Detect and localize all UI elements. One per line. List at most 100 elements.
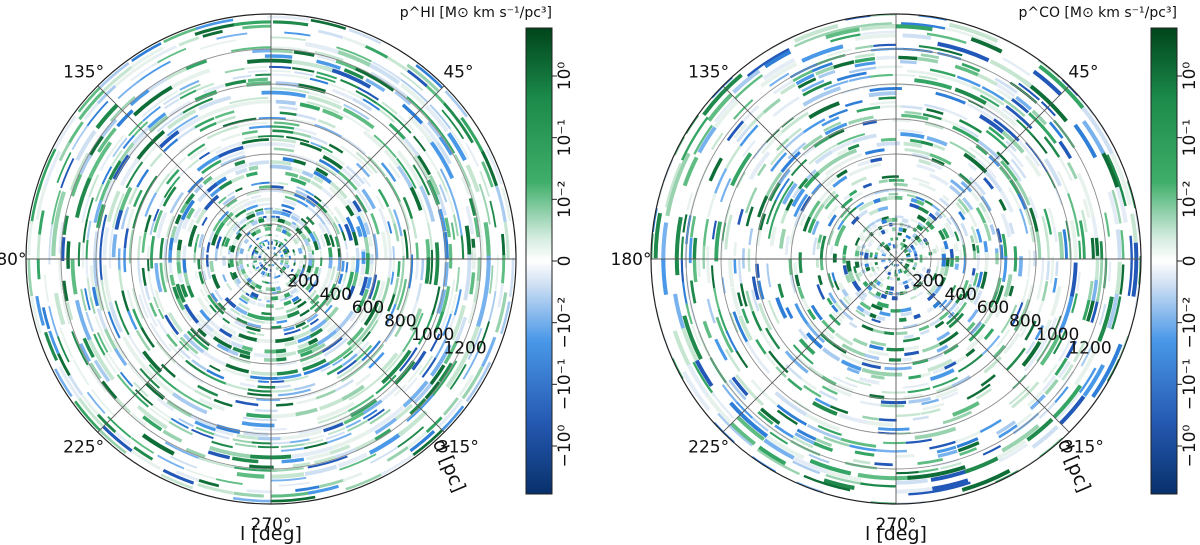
heatmap-cell [932, 478, 969, 491]
heatmap-cell [317, 267, 322, 276]
heatmap-cell [293, 131, 312, 139]
heatmap-cell [886, 275, 890, 280]
heatmap-cell [896, 470, 920, 475]
heatmap-cell [274, 239, 278, 243]
heatmap-cell [828, 292, 838, 305]
heatmap-cell [937, 41, 990, 63]
heatmap-cell [184, 192, 195, 205]
heatmap-cell [1048, 121, 1064, 139]
heatmap-cell [134, 389, 155, 408]
heatmap-cell [680, 116, 709, 161]
heatmap-cell [396, 278, 408, 311]
heatmap-cell [239, 263, 245, 271]
heatmap-cell [480, 150, 499, 187]
heatmap-cell [163, 93, 181, 106]
heatmap-cell [214, 304, 225, 315]
heatmap-cell [898, 129, 923, 135]
heatmap-cell [197, 384, 219, 397]
heatmap-cell [1025, 141, 1038, 157]
heatmap-cell [114, 209, 124, 230]
heatmap-cell [61, 295, 71, 325]
heatmap-cell [325, 205, 335, 216]
heatmap-cell [35, 295, 45, 326]
heatmap-cell [345, 216, 356, 233]
heatmap-cell [927, 358, 953, 372]
colorbar-tick-label: −10⁻¹ [555, 358, 575, 410]
heatmap-cell [96, 332, 109, 353]
heatmap-cell [383, 54, 409, 72]
heatmap-cell [934, 210, 943, 220]
angle-tick-label: 135° [63, 63, 104, 83]
heatmap-cell [429, 249, 434, 285]
heatmap-cell [282, 156, 295, 163]
heatmap-cell [733, 122, 748, 140]
heatmap-cell [978, 202, 987, 213]
heatmap-cell [1029, 132, 1048, 155]
heatmap-cell [284, 260, 289, 263]
heatmap-cell [802, 216, 812, 232]
heatmap-cell [199, 309, 212, 323]
heatmap-cell [327, 247, 333, 259]
heatmap-cell [798, 213, 807, 227]
heatmap-cell [281, 189, 296, 196]
heatmap-cell [782, 182, 798, 205]
heatmap-cell [238, 217, 248, 225]
heatmap-cell [714, 338, 728, 361]
heatmap-cell [1018, 82, 1041, 101]
heatmap-cell [808, 101, 840, 120]
heatmap-cell [841, 343, 856, 353]
heatmap-cell [943, 221, 952, 232]
heatmap-cell [973, 71, 998, 86]
heatmap-cell [714, 97, 737, 123]
heatmap-cell [798, 338, 816, 356]
heatmap-cell [384, 302, 398, 326]
heatmap-cell [787, 377, 803, 391]
heatmap-cell [245, 213, 256, 221]
heatmap-cell [662, 334, 675, 360]
heatmap-cell [257, 135, 271, 138]
heatmap-cell [231, 341, 244, 350]
heatmap-cell [894, 264, 896, 267]
heatmap-cell [876, 141, 901, 147]
heatmap-cell [1098, 303, 1107, 326]
heatmap-cell [947, 300, 959, 313]
heatmap-cell [867, 290, 876, 297]
heatmap-cell [312, 231, 319, 241]
heatmap-cell [225, 382, 248, 391]
heatmap-cell [162, 429, 183, 443]
heatmap-cell [36, 234, 41, 264]
heatmap-cell [57, 353, 72, 378]
heatmap-cell [736, 125, 751, 143]
heatmap-cell [826, 297, 833, 306]
heatmap-cell [130, 61, 159, 82]
heatmap-cell [241, 130, 258, 136]
heatmap-cell [298, 272, 303, 278]
heatmap-cell [283, 326, 295, 332]
heatmap-cell [830, 33, 861, 43]
heatmap-cell [903, 345, 920, 351]
heatmap-cell [207, 294, 218, 308]
heatmap-cell [790, 107, 810, 121]
heatmap-cell [325, 431, 346, 440]
heatmap-cell [1037, 59, 1060, 78]
heatmap-cell [1078, 220, 1086, 259]
heatmap-cell [791, 187, 801, 199]
heatmap-cell [316, 71, 338, 80]
heatmap-cell [1115, 229, 1122, 259]
heatmap-cell [240, 294, 252, 303]
heatmap-cell [257, 218, 265, 224]
heatmap-cell [456, 211, 463, 236]
heatmap-cell [258, 253, 263, 257]
heatmap-cell [287, 59, 333, 73]
heatmap-cell [238, 259, 243, 265]
heatmap-cell [70, 259, 78, 295]
heatmap-cell [196, 107, 223, 122]
heatmap-cell [311, 250, 315, 255]
heatmap-cell [803, 384, 822, 398]
heatmap-cell [473, 216, 481, 238]
heatmap-cell [867, 349, 889, 357]
heatmap-cell [874, 254, 878, 258]
heatmap-cell [808, 143, 839, 165]
heatmap-cell [177, 135, 202, 154]
heatmap-cell [324, 306, 339, 322]
